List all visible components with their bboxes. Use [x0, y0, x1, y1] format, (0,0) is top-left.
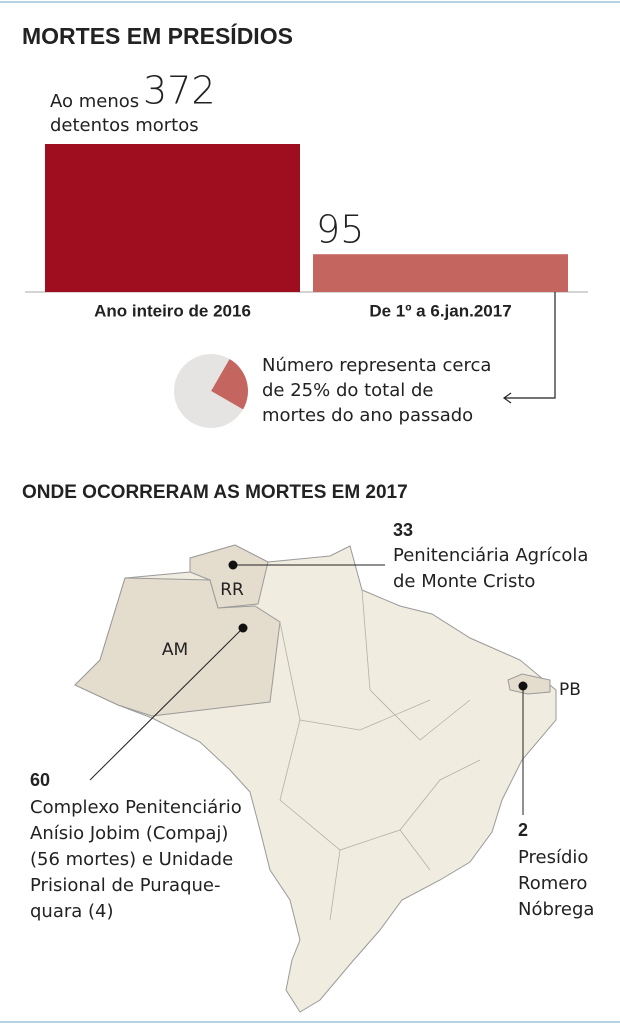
map [74, 544, 557, 1013]
location-dot [518, 681, 528, 691]
x-tick-label: De 1º a 6.jan.2017 [369, 301, 511, 320]
callout-text: (56 mortes) e Unidade [30, 849, 233, 870]
location-dot [228, 560, 238, 570]
chart-title: MORTES EM PRESÍDIOS [22, 22, 293, 49]
region-label: PB [559, 680, 581, 700]
callout-text: Romero [518, 873, 587, 894]
callout-text: Prisional de Puraque- [30, 875, 221, 896]
callout-text: de Monte Cristo [393, 571, 535, 592]
bar [313, 254, 568, 292]
annotation: detentos mortos [50, 115, 199, 136]
callout-text: Penitenciária Agrícola [393, 545, 588, 566]
callout-text: Presídio [518, 847, 588, 868]
pie-slice [211, 358, 248, 410]
region-label: RR [220, 580, 244, 600]
annotation: Ao menos [50, 91, 139, 112]
region-pb [507, 673, 551, 695]
value-label: 372 [143, 69, 216, 113]
map-title: ONDE OCORRERAM AS MORTES EM 2017 [22, 482, 408, 503]
note: mortes do ano passado [262, 405, 473, 426]
callout-text: Anísio Jobim (Compaj) [30, 823, 228, 844]
region-label: AM [162, 640, 188, 660]
x-tick-label: Ano inteiro de 2016 [94, 301, 251, 320]
bar [45, 144, 300, 292]
callout-text: Nóbrega [518, 899, 594, 920]
callout-value: 33 [393, 520, 413, 540]
callout-text: quara (4) [30, 901, 114, 922]
arrow-head [502, 392, 512, 404]
callout-line [89, 627, 244, 781]
region-am [74, 577, 281, 717]
note: Número representa cerca [262, 355, 491, 376]
location-dot [238, 623, 248, 633]
callout-value: 2 [518, 820, 528, 840]
connector-arrow [505, 292, 556, 399]
state-borders [279, 589, 481, 921]
pie-slice [173, 354, 244, 429]
callout-text: Complexo Penitenciário [30, 797, 242, 818]
note: de 25% do total de [262, 380, 434, 401]
value-label: 95 [316, 208, 364, 252]
callout-value: 60 [30, 770, 50, 790]
region-rr [189, 544, 269, 609]
